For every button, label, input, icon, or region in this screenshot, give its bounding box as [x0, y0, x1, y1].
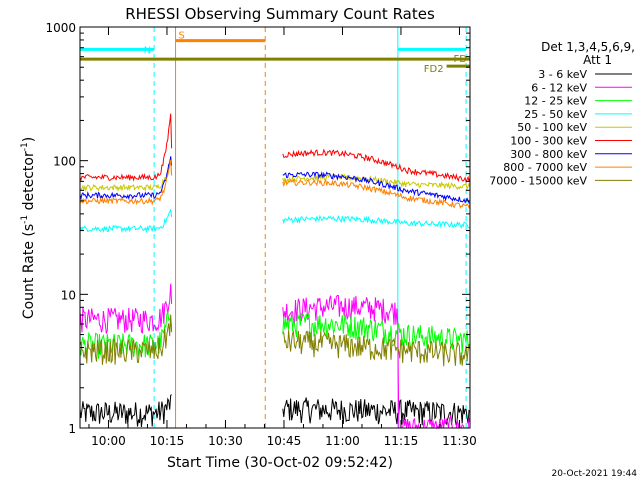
generation-timestamp: 20-Oct-2021 19:44 [552, 469, 638, 479]
legend-label-0: 3 - 6 keV [538, 68, 587, 81]
series-line-0 [79, 394, 471, 428]
x-tick-label-6: 11:30 [442, 434, 477, 448]
legend-title-line2: Att 1 [583, 53, 612, 67]
series-line-6 [79, 156, 471, 204]
x-tick-label-0: 10:00 [91, 434, 126, 448]
series-line-2 [79, 310, 471, 359]
legend-label-4: 50 - 100 keV [517, 121, 587, 134]
y-tick-label-0: 1 [68, 422, 76, 436]
y-tick-label-2: 100 [53, 155, 76, 169]
legend-label-2: 12 - 25 keV [524, 95, 587, 108]
y-axis-label: Count Rate (s-1 detector-1) [20, 137, 37, 319]
y-tick-label-1: 10 [61, 288, 76, 302]
series-line-8 [79, 314, 471, 367]
legend-label-3: 25 - 50 keV [524, 108, 587, 121]
legend-label-8: 7000 - 15000 keV [489, 174, 587, 187]
x-tick-label-4: 11:00 [325, 434, 360, 448]
chart-title: RHESSI Observing Summary Count Rates [125, 5, 435, 23]
x-tick-label-3: 10:45 [267, 434, 302, 448]
saa-flag-label: S [179, 31, 185, 42]
x-axis-label: Start Time (30-Oct-02 09:52:42) [167, 455, 393, 471]
legend-title-line1: Det 1,3,4,5,6,9, [541, 40, 635, 54]
series-line-7 [80, 159, 471, 210]
x-tick-label-1: 10:15 [150, 434, 185, 448]
x-tick-label-5: 11:15 [384, 434, 419, 448]
legend-label-5: 100 - 300 keV [510, 135, 587, 148]
legend-label-1: 6 - 12 keV [531, 81, 587, 94]
fd2-flag-label: FD2 [424, 64, 444, 75]
plot-frame [79, 26, 471, 429]
x-tick-label-2: 10:30 [208, 434, 243, 448]
series-line-5 [79, 113, 471, 184]
fd-flag-label: FD [454, 54, 468, 65]
y-tick-label-3: 1000 [45, 21, 76, 35]
legend-label-7: 800 - 7000 keV [503, 161, 587, 174]
series-line-4 [79, 160, 471, 193]
night-flag-label: N [144, 45, 151, 56]
legend-label-6: 300 - 800 keV [510, 148, 587, 161]
series-line-3 [79, 208, 470, 234]
